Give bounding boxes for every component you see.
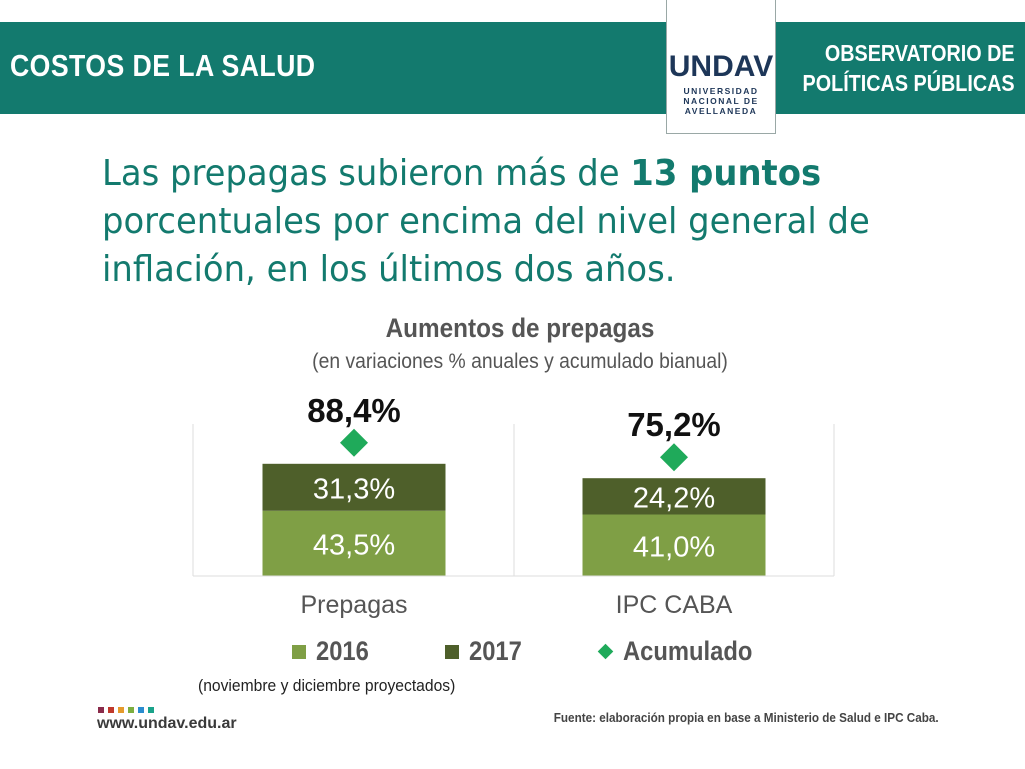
chart-title: Aumentos de prepagas — [385, 313, 655, 343]
observatory-line-2: POLÍTICAS PÚBLICAS — [802, 70, 1015, 96]
legend-label-acumulado: Acumulado — [623, 636, 753, 666]
category-label: Prepagas — [300, 591, 407, 619]
chart-legend: 2016 2017 Acumulado — [0, 636, 1025, 676]
acumulado-marker — [660, 443, 688, 472]
brand-dot — [118, 707, 124, 713]
legend-label-2017: 2017 — [469, 636, 522, 666]
headline: Las prepagas subieron más de 13 puntos p… — [102, 150, 929, 294]
headline-part-1: Las prepagas subieron más de — [102, 153, 631, 194]
bar-data-label: 31,3% — [313, 473, 395, 505]
logo-text: UNIVERSIDAD NACIONAL DE AVELLANEDA — [667, 86, 775, 116]
bar-data-label: 24,2% — [633, 482, 715, 514]
brand-dot — [98, 707, 104, 713]
source-note: Fuente: elaboración propia en base a Min… — [554, 710, 939, 725]
brand-dot — [148, 707, 154, 713]
observatory-title: OBSERVATORIO DE POLÍTICAS PÚBLICAS — [803, 38, 1015, 98]
brand-dot — [108, 707, 114, 713]
legend-item-2016: 2016 — [292, 636, 376, 667]
chart-subtitle: (en variaciones % anuales y acumulado bi… — [312, 350, 728, 373]
bar-data-label: 43,5% — [313, 529, 395, 561]
website-link[interactable]: www.undav.edu.ar — [97, 715, 237, 732]
logo-line-1: UNIVERSIDAD — [683, 86, 759, 96]
header-band — [0, 22, 1025, 114]
logo-line-2: NACIONAL DE — [683, 96, 759, 106]
legend-label-2016: 2016 — [316, 636, 369, 666]
acumulado-marker — [340, 428, 368, 457]
legend-item-acumulado: Acumulado — [597, 636, 770, 667]
undav-logo: UNDAV UNIVERSIDAD NACIONAL DE AVELLANEDA — [666, 0, 776, 134]
brand-dot — [138, 707, 144, 713]
headline-highlight: 13 puntos — [630, 153, 822, 194]
legend-swatch-2016 — [292, 644, 306, 659]
legend-item-2017: 2017 — [445, 636, 529, 667]
headline-part-2: porcentuales por encima del nivel genera… — [102, 201, 870, 290]
brand-dots — [98, 707, 154, 713]
acumulado-label: 75,2% — [627, 406, 721, 443]
logo-line-3: AVELLANEDA — [684, 106, 758, 116]
observatory-line-1: OBSERVATORIO DE — [825, 40, 1015, 66]
bar-2017-ipc-caba — [582, 478, 766, 515]
bar-2016-prepagas — [262, 510, 446, 576]
bar-2016-ipc-caba — [582, 514, 766, 576]
logo-mark: UNDAV — [668, 50, 774, 83]
projection-note: (noviembre y diciembre proyectados) — [198, 676, 456, 695]
brand-dot — [128, 707, 134, 713]
section-title: COSTOS DE LA SALUD — [10, 48, 316, 83]
legend-swatch-2017 — [445, 644, 459, 659]
bar-data-label: 41,0% — [633, 531, 715, 563]
acumulado-label: 88,4% — [307, 392, 401, 429]
bar-2017-prepagas — [262, 463, 446, 511]
legend-diamond-icon — [597, 643, 614, 660]
category-label: IPC CABA — [616, 591, 733, 619]
